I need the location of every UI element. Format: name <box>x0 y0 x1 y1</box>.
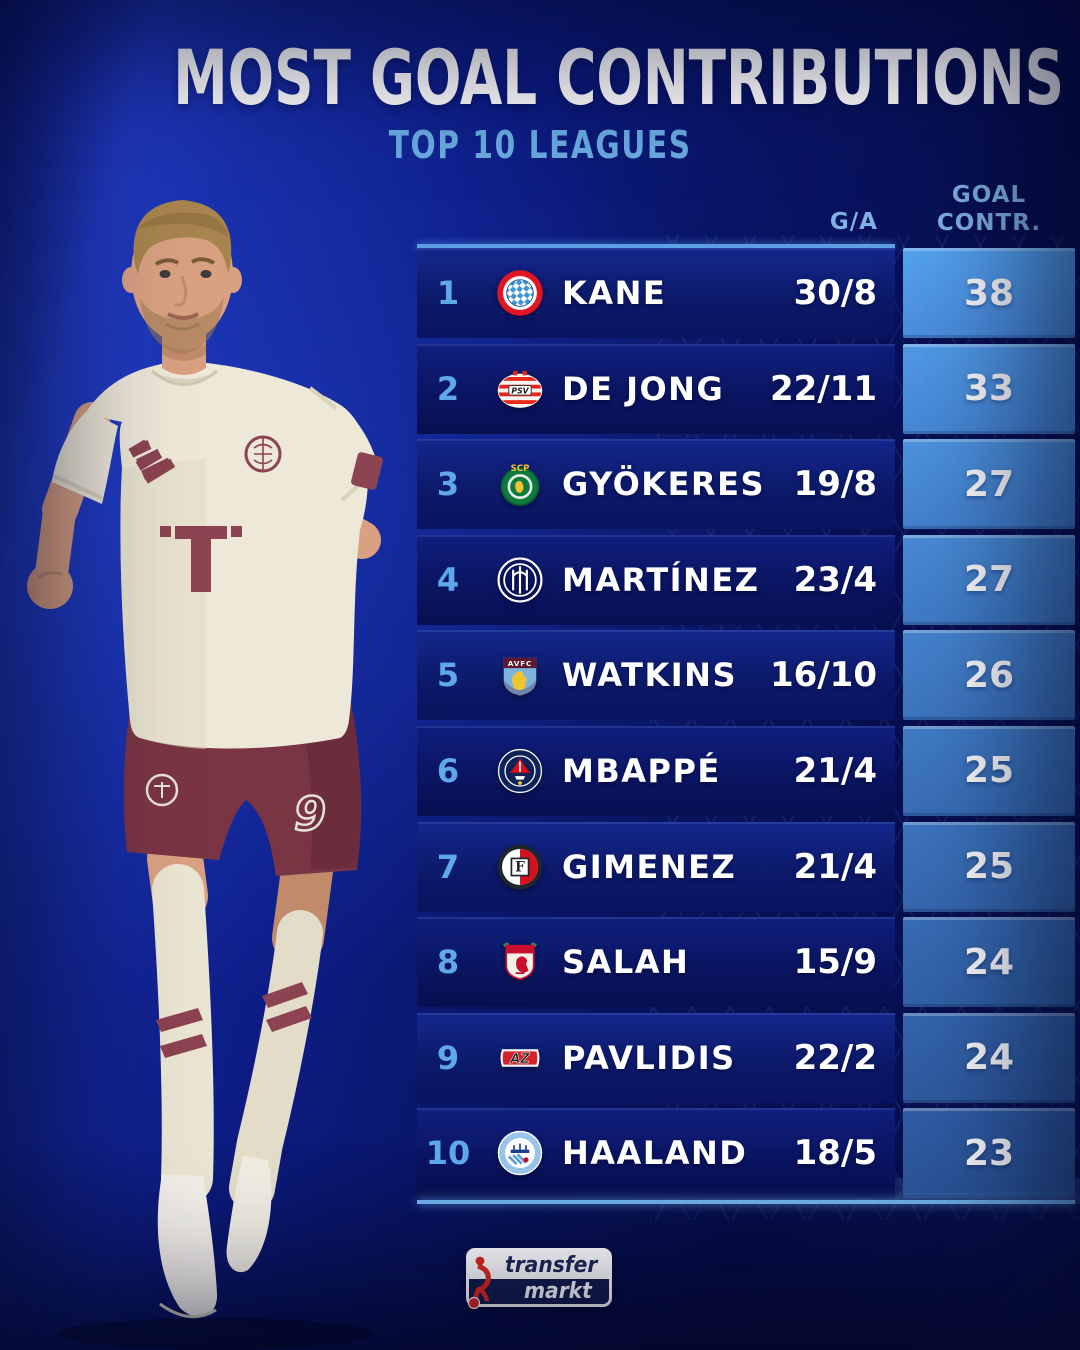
player-shadow <box>57 1318 373 1350</box>
ga-value: 16/10 <box>769 655 877 696</box>
rank-label: 7 <box>436 847 460 886</box>
page-subtitle: TOP 10 LEAGUES <box>388 123 692 167</box>
column-header-goal-line1: GOAL <box>951 182 1027 208</box>
player-name: MARTÍNEZ <box>562 560 760 599</box>
table-row: 8 SALAH 15/9 24 <box>417 917 1075 1008</box>
table-row-main: 5 AVFC WATKINS 16/10 <box>417 630 895 721</box>
brand-word-transfer: transfer <box>504 1252 597 1278</box>
table-row-main: 1 KANE 30/8 <box>417 248 895 338</box>
rank-label: 1 <box>436 274 460 312</box>
table-row-main: 3 SCP GYÖKERES 19/8 <box>417 439 895 530</box>
player-photo-kane: 9 <box>10 158 430 1350</box>
player-name: SALAH <box>562 943 690 982</box>
transfermarkt-player-icon <box>467 1255 491 1309</box>
player-name: HAALAND <box>562 1134 748 1173</box>
table-row: 7 F GIMENEZ 21/4 25 <box>417 821 1075 912</box>
table-row-main: 9 AZ PAVLIDIS 22/2 <box>417 1012 895 1103</box>
club-badge-bayern-munich <box>496 269 544 317</box>
ga-value: 23/4 <box>793 559 877 600</box>
goal-contributions-value: 25 <box>903 725 1075 816</box>
table-bottom-border <box>417 1200 1075 1205</box>
rank-label: 2 <box>436 369 460 408</box>
table-rows: 1 KANE 30/8 38 2 PSV DE JONG 22/11 33 3 … <box>417 248 1075 1204</box>
club-badge-liverpool <box>496 938 544 986</box>
ga-value: 22/11 <box>769 368 877 409</box>
goal-contributions-value: 38 <box>903 248 1075 338</box>
svg-text:F: F <box>515 859 525 875</box>
table-row: 10 HAALAND 18/5 23 <box>417 1108 1075 1199</box>
ga-value: 21/4 <box>793 846 877 887</box>
transfermarkt-logo-bottom: markt <box>469 1279 609 1304</box>
table-top-border <box>417 244 895 248</box>
club-badge-sporting-cp: SCP <box>496 460 544 508</box>
club-badge-feyenoord: F <box>496 843 544 891</box>
rank-label: 3 <box>436 465 460 504</box>
player-name: KANE <box>562 274 667 312</box>
ga-value: 15/9 <box>793 942 877 983</box>
goal-contributions-value: 24 <box>903 1012 1075 1103</box>
player-name: DE JONG <box>562 369 725 408</box>
transfermarkt-logo: transfer markt <box>466 1248 612 1309</box>
goal-contributions-value: 26 <box>903 630 1075 721</box>
ga-value: 30/8 <box>793 273 877 313</box>
goal-contributions-value: 24 <box>903 917 1075 1008</box>
rank-label: 10 <box>425 1134 471 1173</box>
rank-label: 8 <box>436 943 460 982</box>
club-badge-inter-milan <box>496 556 544 604</box>
ga-value: 18/5 <box>793 1133 877 1174</box>
table-row: 1 KANE 30/8 38 <box>417 248 1075 338</box>
club-badge-az-alkmaar: AZ <box>496 1034 544 1082</box>
ga-value: 19/8 <box>793 464 877 505</box>
table-row-main: 2 PSV DE JONG 22/11 <box>417 343 895 434</box>
ga-value: 21/4 <box>793 750 877 791</box>
svg-text:9: 9 <box>294 787 326 841</box>
club-badge-aston-villa: AVFC <box>496 651 544 699</box>
page-title: MOST GOAL CONTRIBUTIONS <box>173 33 1065 122</box>
brand-word-markt: markt <box>524 1279 593 1304</box>
table-row-main: 8 SALAH 15/9 <box>417 917 895 1008</box>
table-row: 9 AZ PAVLIDIS 22/2 24 <box>417 1012 1075 1103</box>
player-name: GIMENEZ <box>562 847 737 886</box>
goal-contributions-value: 25 <box>903 821 1075 912</box>
rank-label: 4 <box>436 560 460 599</box>
column-header-goal-line2: CONTR. <box>936 210 1042 236</box>
club-badge-psg <box>496 747 544 795</box>
player-name: WATKINS <box>562 656 737 695</box>
table-row-main: 6 MBAPPÉ 21/4 <box>417 725 895 816</box>
table-row: 3 SCP GYÖKERES 19/8 27 <box>417 439 1075 530</box>
club-badge-manchester-city <box>496 1129 544 1177</box>
player-name: MBAPPÉ <box>562 751 721 790</box>
player-name: GYÖKERES <box>562 465 765 504</box>
svg-text:SCP: SCP <box>511 464 530 474</box>
club-badge-psv: PSV <box>496 365 544 413</box>
goal-contributions-value: 23 <box>903 1108 1075 1199</box>
rank-label: 5 <box>436 656 460 695</box>
table-row-main: 7 F GIMENEZ 21/4 <box>417 821 895 912</box>
svg-text:PSV: PSV <box>511 386 529 395</box>
table-row: 6 MBAPPÉ 21/4 25 <box>417 725 1075 816</box>
goal-contributions-value: 27 <box>903 439 1075 530</box>
rank-label: 9 <box>436 1038 460 1077</box>
table-row-main: 4 MARTÍNEZ 23/4 <box>417 534 895 625</box>
table-row: 5 AVFC WATKINS 16/10 26 <box>417 630 1075 721</box>
table-row: 2 PSV DE JONG 22/11 33 <box>417 343 1075 434</box>
column-header-goal-contr: GOAL CONTR. <box>903 181 1075 237</box>
svg-text:AVFC: AVFC <box>508 659 532 668</box>
goal-contributions-value: 33 <box>903 343 1075 434</box>
table-row: 4 MARTÍNEZ 23/4 27 <box>417 534 1075 625</box>
transfermarkt-logo-top: transfer <box>469 1251 609 1279</box>
column-header-ga: G/A <box>829 209 878 235</box>
goal-contributions-value: 27 <box>903 534 1075 625</box>
table-row-main: 10 HAALAND 18/5 <box>417 1108 895 1199</box>
ga-value: 22/2 <box>793 1037 877 1078</box>
player-name: PAVLIDIS <box>562 1038 736 1077</box>
svg-text:AZ: AZ <box>509 1052 530 1067</box>
rank-label: 6 <box>436 751 460 790</box>
